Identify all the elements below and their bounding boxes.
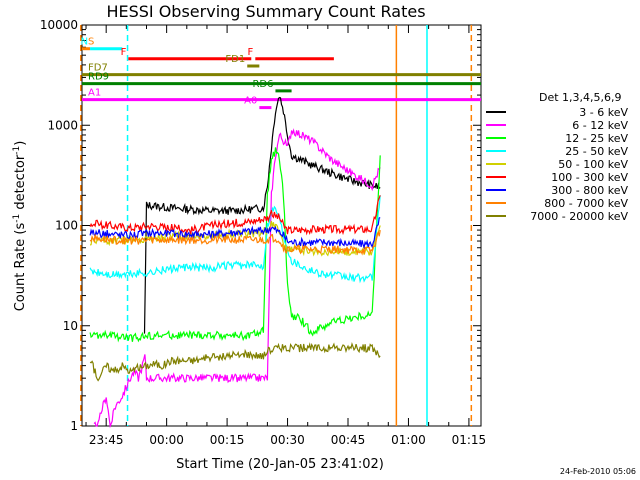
x-tick-label: 00:00 [149, 433, 184, 447]
legend-label: 300 - 800 keV [551, 184, 628, 197]
y-axis-label: Count Rate (s-1 detector-1) [12, 141, 28, 312]
y-tick-label: 1000 [47, 118, 78, 132]
annotation-label: S [88, 37, 94, 48]
y-label-sup: -1 [12, 214, 22, 223]
x-tick-label: 00:15 [210, 433, 245, 447]
legend-label: 3 - 6 keV [579, 106, 628, 119]
timestamp: 24-Feb-2010 05:06 [560, 467, 636, 476]
annotation-label: N [81, 37, 88, 48]
annotation-label: FD1 [225, 54, 245, 65]
legend-title: Det 1,3,4,5,6,9 [539, 91, 622, 104]
annotation-label: RD6 [252, 79, 273, 90]
axis-layer: 1 10 100 1000 10000 23:45 00:00 00:15 00:30 00:45… [40, 18, 486, 447]
series-line [89, 147, 381, 343]
y-label-sup: -1 [12, 146, 22, 155]
series-line [89, 217, 381, 250]
annotation-label: A0 [244, 96, 257, 107]
y-tick-label: 1 [70, 419, 78, 433]
legend-label: 6 - 12 keV [572, 119, 628, 132]
legend-label: 50 - 100 keV [558, 158, 628, 171]
annotation-label: F [248, 47, 254, 58]
x-tick-label: 01:00 [391, 433, 426, 447]
series-line [89, 341, 381, 382]
y-tick-label: 10 [63, 319, 78, 333]
x-tick-label: 01:15 [452, 433, 487, 447]
annotation-label: A1 [88, 88, 101, 99]
legend-label: 25 - 50 keV [565, 145, 628, 158]
y-tick-label: 100 [55, 219, 78, 233]
x-tick-label: 23:45 [89, 433, 124, 447]
chart-title: HESSI Observing Summary Count Rates [106, 2, 425, 21]
series-line [89, 195, 381, 284]
y-tick-label: 10000 [40, 18, 78, 32]
x-tick-label: 00:45 [331, 433, 366, 447]
y-label-part: ) [13, 141, 28, 146]
series-layer [89, 96, 381, 429]
y-label-part: Count Rate (s [13, 223, 28, 312]
series-line [143, 96, 381, 334]
series-line [89, 230, 381, 256]
legend-label: 800 - 7000 keV [544, 197, 628, 210]
legend-label: 7000 - 20000 keV [530, 210, 628, 223]
vertical-markers [80, 25, 473, 426]
legend-label: 12 - 25 keV [565, 132, 628, 145]
annotation-label: F [121, 47, 127, 58]
y-label-part: detector [13, 154, 28, 214]
series-line [89, 195, 381, 236]
series-line [93, 128, 381, 429]
x-tick-label: 00:30 [270, 433, 305, 447]
annotation-label: FD7 [88, 63, 108, 74]
annotation-label: RD9 [88, 72, 109, 83]
legend-label: 100 - 300 keV [551, 171, 628, 184]
x-axis-label: Start Time (20-Jan-05 23:41:02) [176, 457, 384, 472]
